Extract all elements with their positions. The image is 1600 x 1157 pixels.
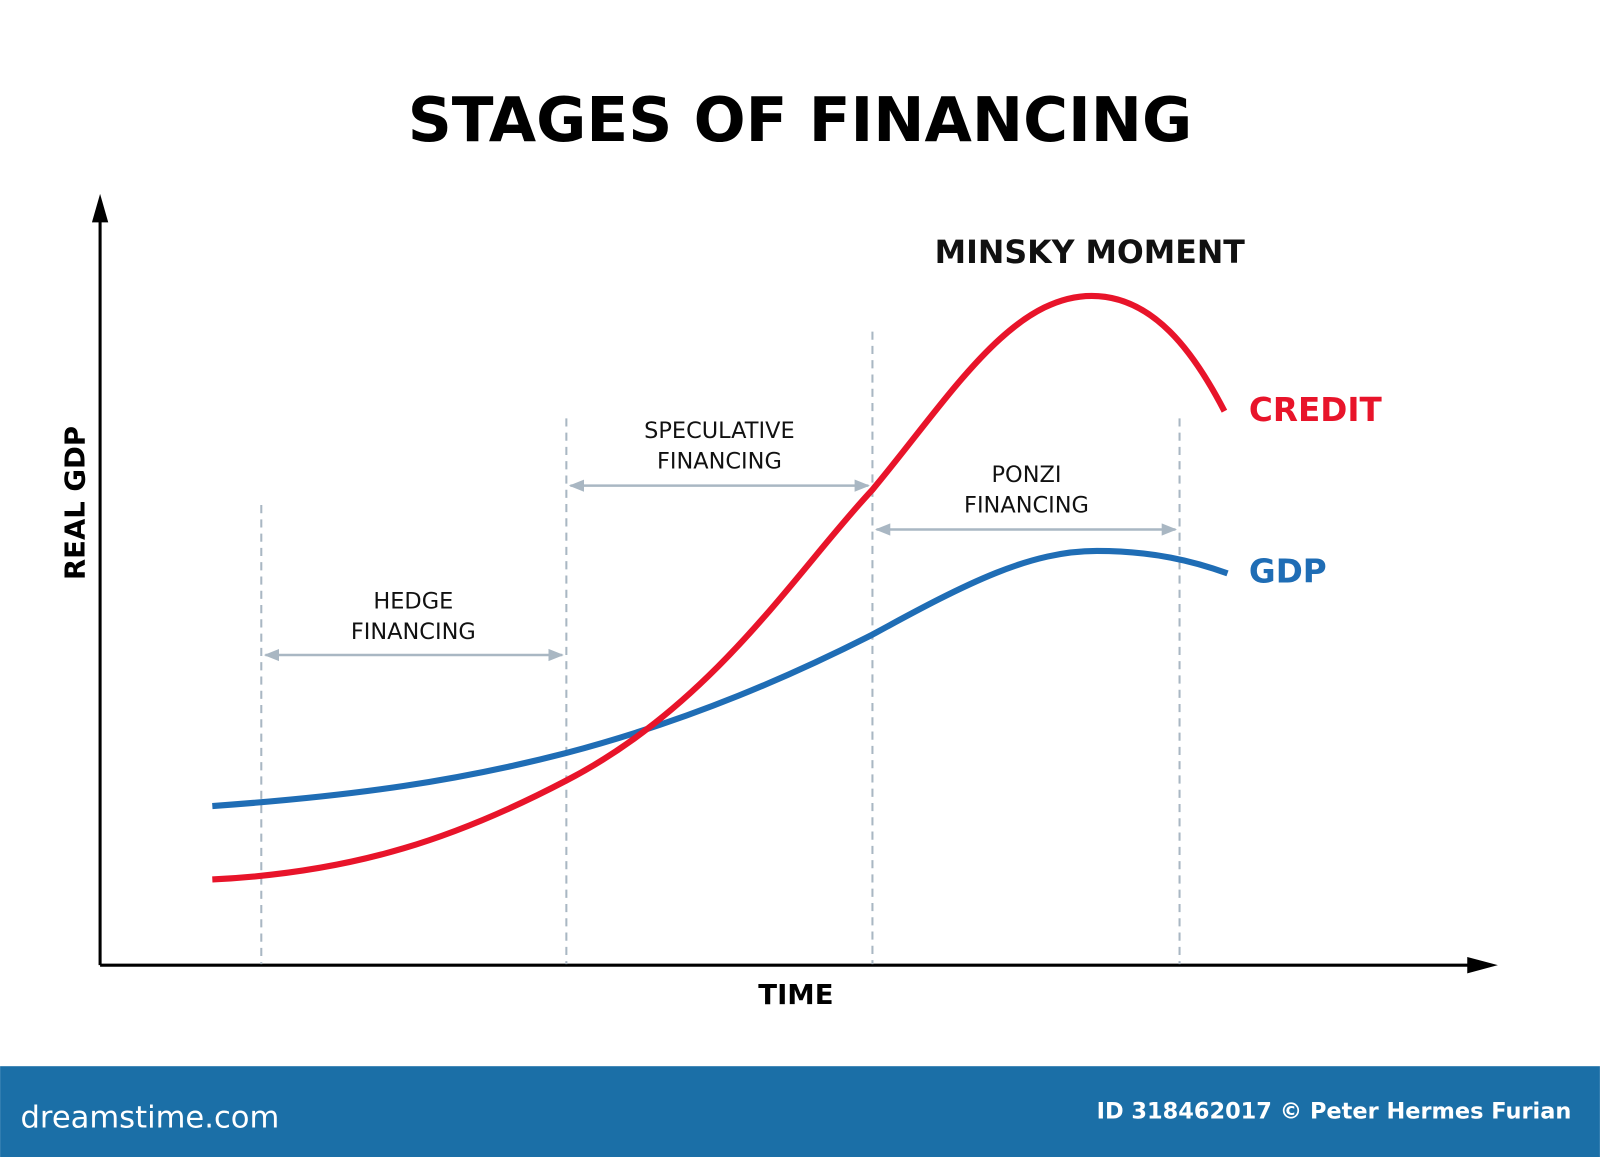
stage-label: SPECULATIVE — [644, 418, 795, 444]
footer-bar — [0, 1066, 1600, 1157]
stage-label: FINANCING — [351, 619, 476, 645]
annotation: MINSKY MOMENT — [935, 235, 1246, 271]
curve-label: GDP — [1249, 552, 1327, 590]
title: STAGES OF FINANCING — [408, 85, 1193, 156]
footer-brand: dreamstime.com — [21, 1101, 280, 1136]
x-axis-label: TIME — [758, 979, 833, 1011]
stage-boundaries — [260, 331, 1181, 965]
footer-credit: ID 318462017 © Peter Hermes Furian — [1097, 1099, 1572, 1125]
stage-label: PONZI — [992, 462, 1062, 488]
credit-curve — [212, 292, 1228, 883]
gdp-curve — [212, 547, 1229, 810]
stage-label: HEDGE — [373, 588, 453, 614]
stage-label: FINANCING — [964, 493, 1089, 519]
stage-label: FINANCING — [657, 449, 782, 475]
axes — [91, 193, 1498, 974]
curve-label: CREDIT — [1249, 391, 1383, 429]
y-axis-label: REAL GDP — [60, 426, 92, 580]
